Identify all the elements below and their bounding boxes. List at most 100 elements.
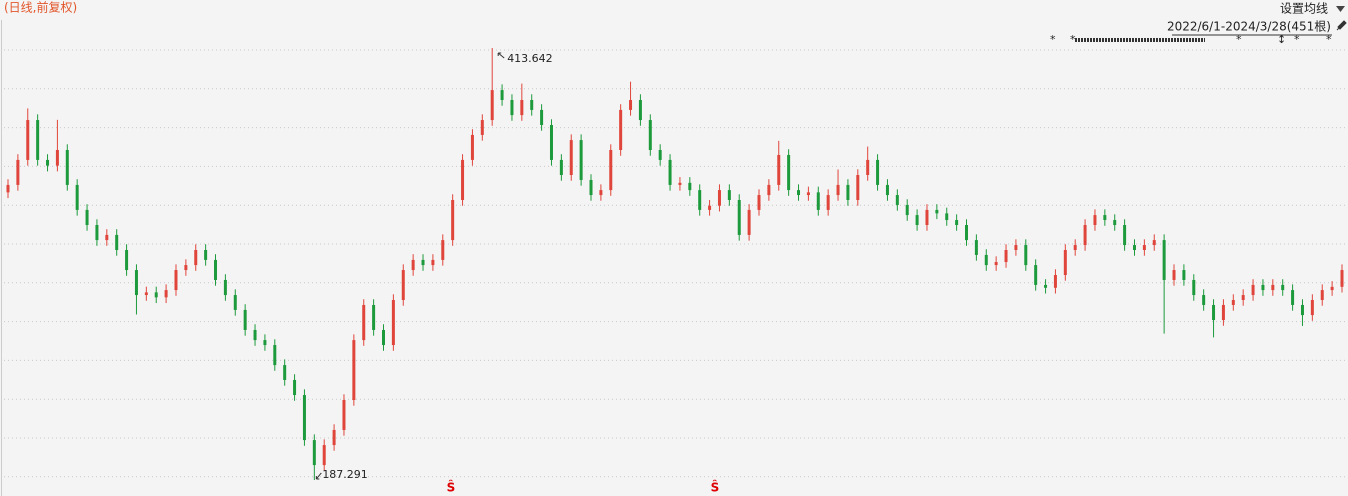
candle-body <box>1162 240 1166 280</box>
candle-body <box>737 200 741 235</box>
candle-body <box>826 195 830 210</box>
candle-body <box>935 209 939 214</box>
event-star: * <box>1070 33 1076 46</box>
candle-body <box>530 100 534 110</box>
candle-body <box>767 184 771 196</box>
candle-body <box>431 259 435 266</box>
candle-body <box>223 279 227 296</box>
candle-body <box>470 134 474 160</box>
candle-body <box>144 292 148 296</box>
candle-body <box>1251 284 1255 296</box>
candle-body <box>174 270 178 291</box>
candle-body <box>1014 245 1018 251</box>
event-star: * <box>1236 33 1242 46</box>
candle-body <box>1202 295 1206 305</box>
candle-body <box>134 270 138 296</box>
dropdown-arrow[interactable] <box>1336 6 1345 12</box>
candle-body <box>125 250 129 271</box>
candle-body <box>1132 245 1136 251</box>
candle-body <box>293 379 297 396</box>
candle-body <box>510 100 514 116</box>
candle-body <box>717 190 721 206</box>
candle-body <box>727 190 731 201</box>
candle-body <box>984 254 988 266</box>
candle-body <box>352 340 356 401</box>
candle-body <box>629 100 633 110</box>
candle-body <box>1053 275 1057 288</box>
candle-body <box>6 184 10 193</box>
event-star: * <box>1294 33 1300 46</box>
range-label: 2022/6/1-2024/3/28(451根) <box>1167 20 1331 34</box>
candle-body <box>836 184 840 196</box>
candle-body <box>747 209 751 235</box>
candle-body <box>451 200 455 241</box>
candle-body <box>1024 245 1028 266</box>
candle-body <box>36 120 40 160</box>
candle-body <box>974 240 978 255</box>
signal-marker[interactable]: Ŝ <box>447 480 456 495</box>
candle-body <box>441 240 445 260</box>
candle-body <box>105 234 109 241</box>
candles <box>6 48 1344 480</box>
candle-body <box>1113 220 1117 226</box>
candle-body <box>362 304 366 341</box>
candle-body <box>619 109 623 151</box>
annotation-arrow <box>315 472 322 480</box>
candle-body <box>1300 304 1304 316</box>
candle-body <box>994 262 998 266</box>
candle-body <box>965 225 969 241</box>
candle-body <box>1172 270 1176 280</box>
candle-body <box>816 192 820 210</box>
candle-body <box>1192 279 1196 296</box>
candle-body <box>1281 284 1285 291</box>
event-markers: * * * ↕ * * <box>1050 33 1332 46</box>
candle-body <box>164 290 168 298</box>
candle-body <box>411 259 415 271</box>
candle-body <box>569 140 573 176</box>
candle-body <box>757 195 761 210</box>
candle-body <box>1142 245 1146 251</box>
candle-body <box>342 400 346 430</box>
candle-body <box>1291 290 1295 305</box>
candle-body <box>194 250 198 266</box>
candle-body <box>1182 270 1186 280</box>
candle-body <box>1320 290 1324 301</box>
high-annotation: 413.642 <box>507 52 553 65</box>
candle-body <box>1241 295 1245 301</box>
candle-body <box>500 90 504 101</box>
candle-body <box>905 204 909 216</box>
candle-body <box>421 259 425 266</box>
candle-body <box>243 309 247 330</box>
candle-body <box>609 150 613 191</box>
low-annotation: 187.291 <box>322 468 368 481</box>
candle-body <box>1340 270 1344 287</box>
candle-body <box>115 234 119 251</box>
candle-body <box>806 192 810 196</box>
candle-body <box>945 213 949 221</box>
candle-body <box>1093 215 1097 226</box>
candle-body <box>95 225 99 241</box>
candle-body <box>312 440 316 466</box>
candle-body <box>658 150 662 160</box>
candle-body <box>283 365 287 380</box>
candle-body <box>204 250 208 260</box>
candle-body <box>866 159 870 176</box>
candle-body <box>233 295 237 310</box>
candle-body <box>1330 286 1334 291</box>
candle-body <box>925 209 929 226</box>
candle-body <box>1271 284 1275 291</box>
candle-body <box>1073 245 1077 251</box>
candle-body <box>549 125 553 160</box>
candle-body <box>1004 250 1008 263</box>
pin-icon[interactable] <box>1336 20 1347 31</box>
candle-body <box>1152 240 1156 246</box>
candle-body <box>263 340 267 346</box>
candle-body <box>75 184 79 210</box>
candle-body <box>688 182 692 191</box>
settings-button[interactable]: 设置均线 <box>1280 2 1328 16</box>
candle-body <box>65 150 69 185</box>
candle-body <box>1103 215 1107 221</box>
candle-body <box>480 120 484 135</box>
signal-marker[interactable]: Ŝ <box>711 480 720 495</box>
